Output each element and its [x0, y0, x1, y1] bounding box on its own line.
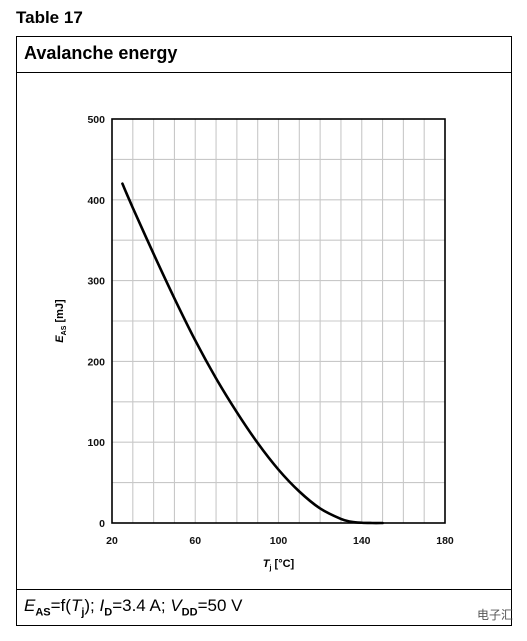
caption-t-subscript: j	[81, 606, 85, 619]
x-tick-label: 100	[270, 535, 288, 547]
y-axis-label: EAS [mJ]	[54, 299, 68, 343]
figure-title: Avalanche energy	[17, 37, 511, 73]
caption-e-subscript: AS	[35, 606, 51, 619]
y-tick-label: 300	[87, 276, 105, 288]
series-line	[121, 182, 384, 525]
caption-text-4: =50 V	[197, 596, 243, 615]
y-tick-label: 500	[87, 114, 105, 126]
figure-frame: Avalanche energy 20 60 100 140 180 0 100 200 300…	[16, 36, 512, 626]
x-tick-label: 140	[353, 535, 371, 547]
caption-text-3: =3.4 A;	[112, 596, 171, 615]
caption-i-symbol: I	[99, 596, 105, 615]
x-axis-label: Tj [°C]	[263, 558, 295, 572]
y-tick-label: 0	[99, 518, 105, 530]
avalanche-energy-chart: 20 60 100 140 180 0 100 200 300 400 500 Tj [°C] EA…	[54, 114, 454, 572]
caption-v-subscript: DD	[181, 606, 198, 619]
figure-caption: EAS=f(Tj); ID=3.4 A; VDD=50 V	[17, 589, 511, 625]
x-tick-label: 20	[106, 535, 118, 547]
caption-text-2: );	[84, 596, 100, 615]
grid	[111, 118, 446, 524]
y-tick-label: 100	[87, 437, 105, 449]
tick-labels: 20 60 100 140 180 0 100 200 300 400 500	[87, 114, 453, 547]
caption-t-symbol: T	[70, 596, 82, 615]
table-caption: Table 17	[16, 8, 83, 27]
chart-area: 20 60 100 140 180 0 100 200 300 400 500 Tj [°C] EA…	[17, 73, 511, 589]
x-tick-label: 60	[189, 535, 201, 547]
caption-v-symbol: V	[170, 596, 182, 615]
caption-text-1: =f(	[50, 596, 71, 615]
caption-i-subscript: D	[104, 606, 113, 619]
x-tick-label: 180	[436, 535, 454, 547]
y-tick-label: 400	[87, 195, 105, 207]
y-tick-label: 200	[87, 356, 105, 368]
plot-border	[111, 118, 446, 524]
watermark: 电子汇	[476, 608, 513, 622]
caption-e-symbol: E	[24, 596, 36, 615]
